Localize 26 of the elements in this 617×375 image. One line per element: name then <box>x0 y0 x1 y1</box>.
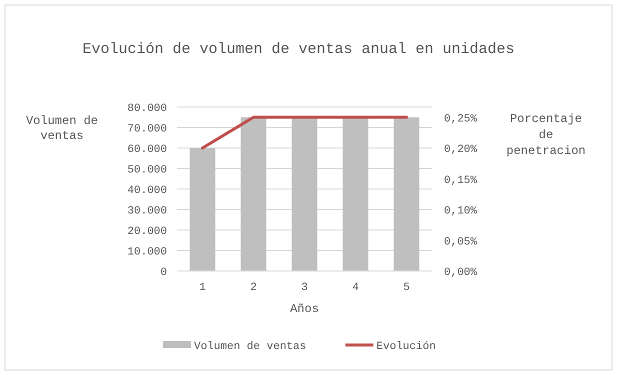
y2-tick-label: 0,05% <box>444 236 478 248</box>
y-tick-label: 0 <box>160 267 167 279</box>
y-tick-label: 30.000 <box>127 206 167 218</box>
x-tick-label: 1 <box>199 282 206 294</box>
legend-label: Evolución <box>376 341 436 353</box>
x-tick-label: 4 <box>352 282 360 294</box>
y2-tick-label: 0,15% <box>444 174 478 187</box>
y-tick-label: 70.000 <box>127 124 167 136</box>
y-tick-label: 40.000 <box>127 185 167 197</box>
chart-title: Evolución de volumen de ventas anual en unidades <box>82 41 515 58</box>
x-tick-label: 2 <box>250 282 257 294</box>
y-tick-label: 60.000 <box>127 144 167 156</box>
y-tick-label: 10.000 <box>127 246 167 258</box>
y2-tick-label: 0,20% <box>444 144 478 156</box>
y-tick-label: 50.000 <box>127 164 167 176</box>
y2-tick-label: 0,00% <box>444 267 478 279</box>
x-tick-label: 3 <box>301 282 308 294</box>
y2-tick-label: 0,25% <box>444 113 478 126</box>
y-tick-label: 80.000 <box>127 103 167 115</box>
x-tick-label: 5 <box>403 282 410 294</box>
x-axis-title: Años <box>290 302 319 316</box>
y-tick-label: 20.000 <box>127 226 167 238</box>
y2-tick-label: 0,10% <box>444 206 478 218</box>
y-axis-title: Volumen de ventas <box>26 114 98 143</box>
legend-label: Volumen de ventas <box>194 341 306 353</box>
y2-axis-title: Porcentaje de penetracion <box>506 112 586 158</box>
